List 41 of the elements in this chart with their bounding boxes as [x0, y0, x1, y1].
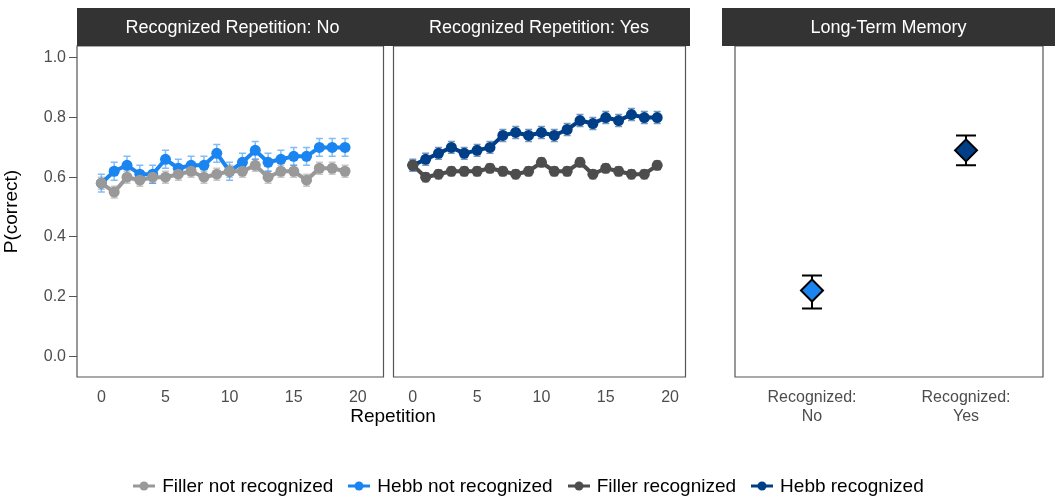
point [288, 150, 300, 162]
point [326, 141, 338, 153]
point [313, 141, 325, 153]
point [249, 144, 261, 156]
x-axis-title: Repetition [349, 405, 437, 427]
x-tick-label: 5 [161, 388, 171, 406]
point [339, 141, 351, 153]
chart-title: Recognized Repetition: Yes [388, 8, 690, 46]
point [211, 147, 223, 159]
point [262, 156, 274, 168]
point [275, 153, 287, 165]
chart-title: Long-Term Memory [722, 8, 1055, 46]
point [108, 165, 120, 177]
x-tick-label: 0 [408, 388, 418, 406]
chart-title: Recognized Repetition: No [77, 8, 388, 46]
legend-label: Hebb recognized [780, 475, 924, 497]
x-tick-label: 10 [220, 388, 239, 406]
y-tick-label: 0.8 [43, 107, 67, 125]
point [159, 153, 171, 165]
x-tick-label: 20 [661, 388, 680, 406]
x-tick-label: Recognized: Yes [921, 388, 1011, 425]
point [301, 150, 313, 162]
x-tick-label: 5 [472, 388, 482, 406]
x-tick-label: 10 [532, 388, 551, 406]
x-tick-label: 0 [96, 388, 106, 406]
x-tick-label: 20 [348, 388, 367, 406]
point [121, 159, 133, 171]
legend-label: Hebb not recognized [377, 475, 553, 497]
y-tick-label: 0.6 [43, 167, 67, 185]
x-tick-label: 15 [596, 388, 615, 406]
x-tick-label: 15 [284, 388, 303, 406]
legend-label: Filler not recognized [162, 475, 334, 497]
x-tick-label: Recognized: No [767, 388, 857, 425]
legend-label: Filler recognized [596, 475, 737, 497]
point [198, 159, 210, 171]
y-tick-label: 0.4 [43, 227, 67, 245]
y-tick-label: 0.0 [43, 346, 67, 364]
y-tick-label: 1.0 [43, 48, 67, 66]
point [236, 156, 248, 168]
y-tick-label: 0.2 [43, 286, 67, 304]
y-axis-title: P(correct) [0, 169, 21, 254]
